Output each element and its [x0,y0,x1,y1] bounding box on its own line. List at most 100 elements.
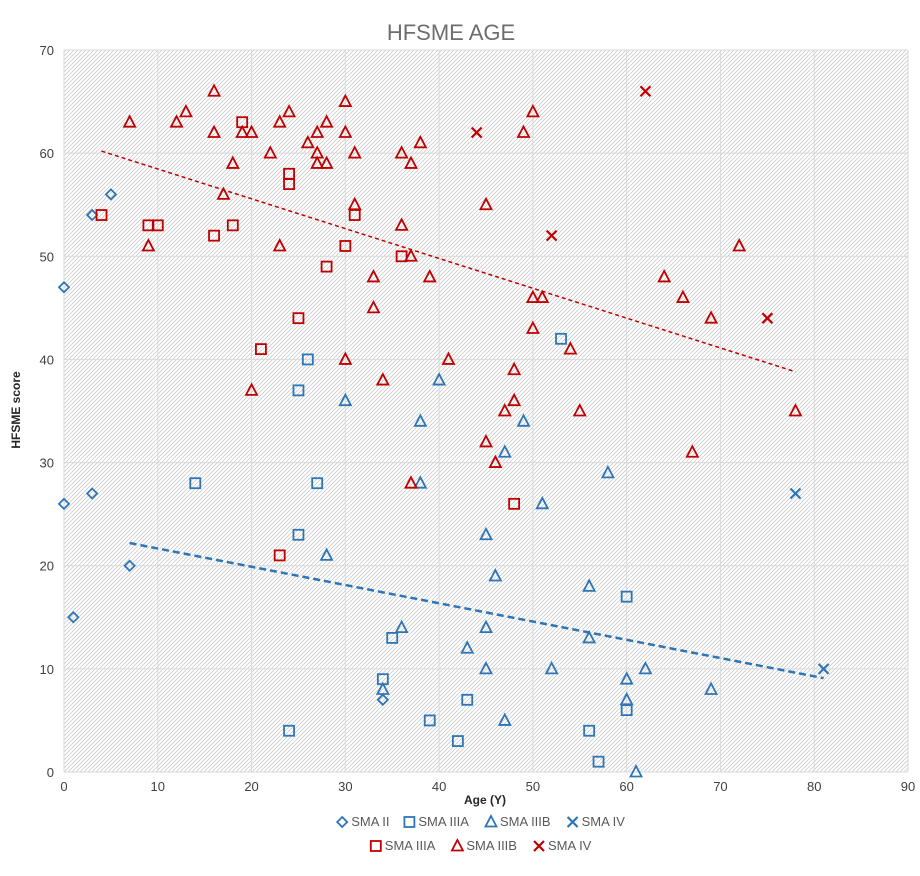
data-point [639,85,652,98]
legend-label: SMA IIIA [385,838,436,853]
data-point [283,178,295,190]
data-point [413,413,428,427]
data-point [85,487,99,500]
data-point [338,124,353,138]
data-point [761,312,774,324]
data-point [508,497,521,510]
legend-marker [369,840,382,852]
legend-label: SMA IV [548,838,592,853]
data-point [300,134,315,149]
data-point [273,549,286,562]
data-point [208,229,220,242]
plot-area [64,50,908,772]
y-axis-title: HFSME score [9,371,23,449]
data-point [788,403,803,417]
legend-item: SMA IIIB [484,814,551,829]
x-tick-label: 10 [151,779,165,794]
data-point [283,724,295,737]
x-tick-label: 70 [713,779,727,794]
data-point [629,764,644,778]
data-point [460,640,475,654]
x-tick-label: 90 [901,779,915,794]
data-point [423,714,436,727]
x-tick-label: 30 [338,779,352,794]
data-point [123,559,136,572]
data-point [292,312,305,325]
legend-item: SMA IV [566,814,625,829]
data-point [479,660,493,675]
data-point [497,403,512,417]
x-tick-label: 80 [807,779,821,794]
data-point [207,124,222,138]
data-point [57,497,71,511]
data-point [310,155,325,169]
x-tick-label: 50 [526,779,540,794]
data-point [600,464,615,479]
data-point [544,660,559,675]
y-tick-label: 60 [40,146,54,161]
legend-marker [403,816,416,828]
data-point [394,145,409,159]
data-point [525,289,540,303]
y-tick-label: 50 [40,249,54,264]
data-point [582,578,597,592]
data-point [85,208,99,222]
data-point [507,392,522,407]
data-point [216,186,231,200]
data-point [555,332,567,345]
data-point [207,83,222,97]
y-tick-label: 30 [40,456,54,471]
data-point [497,712,512,726]
legend-marker [566,816,579,828]
data-point [292,528,305,541]
data-point [535,289,550,303]
data-point [244,382,259,396]
data-point [619,691,634,706]
legend-label: SMA IIIA [418,814,469,829]
data-point [395,250,408,263]
trendline [129,541,824,680]
data-point [479,196,493,211]
data-point [507,361,522,376]
data-point [235,124,250,138]
data-point [225,155,240,169]
data-point [582,629,597,644]
data-point [366,299,381,314]
legend-label: SMA II [351,814,389,829]
data-point [704,681,719,695]
data-point [657,268,672,283]
data-point [272,114,287,128]
data-point [451,735,464,747]
data-point [413,134,428,149]
y-tick-label: 70 [40,43,54,58]
data-point [338,351,353,365]
data-point [375,372,390,386]
y-axis-ticks: 0 10 20 30 40 50 60 70 [40,43,54,780]
data-point [403,248,418,262]
data-point [319,114,334,128]
data-point [311,477,324,490]
data-point [789,487,802,500]
legend: SMA II SMA IIIA SMA IIIB SMA IV SMA IIIA SMA … [335,814,625,853]
y-tick-label: 10 [40,662,54,677]
data-point [169,114,184,128]
data-point [338,392,353,407]
data-point [817,663,830,675]
data-point [572,403,587,417]
data-point [67,611,80,624]
data-point [422,268,437,283]
data-point [403,475,418,489]
chart-title: HFSME AGE [387,20,515,45]
data-point [95,209,108,221]
y-tick-label: 0 [47,765,54,780]
data-point [497,444,512,458]
data-point [583,724,596,737]
data-point [638,660,653,675]
legend-marker [450,838,465,852]
legend-label: SMA IIIB [500,814,551,829]
data-point [122,114,137,128]
x-tick-label: 60 [619,779,633,794]
data-point [516,413,531,427]
data-point [189,477,202,490]
data-point [675,289,690,303]
